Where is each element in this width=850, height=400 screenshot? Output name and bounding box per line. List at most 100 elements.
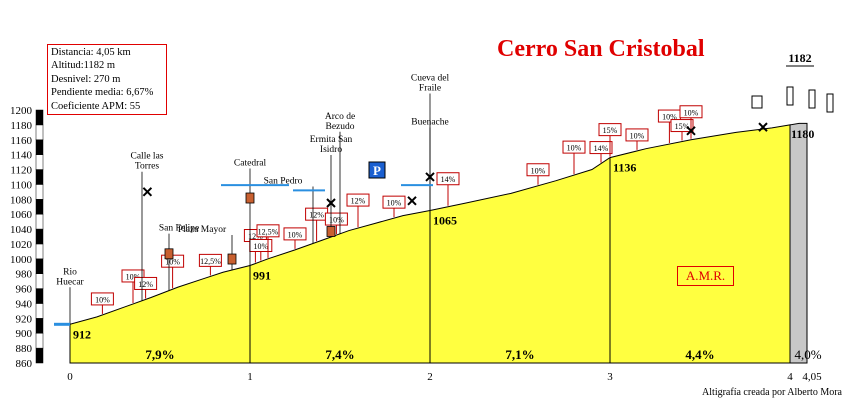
segment-slope-label: 7,1% [505,347,534,362]
y-tick-label: 1180 [10,120,32,132]
y-tick-label: 1000 [10,254,33,266]
stat-elevation-gain: Desnivel: 270 m [51,73,121,85]
x-tick-label: 1 [247,371,253,383]
altitude-label: 1065 [433,213,457,227]
altitude-label: 991 [253,269,271,283]
slope-badge-label: 12% [138,280,153,289]
landmark-label: Buenache [411,117,448,127]
y-ruler-segment [35,154,44,170]
y-tick-label: 960 [16,284,33,296]
slope-badge [625,128,649,142]
y-tick-label: 1040 [10,224,33,236]
slope-badge-label: 14% [594,144,609,153]
x-tick-label: 4,05 [802,371,822,383]
y-ruler-segment [35,169,44,185]
summit-area [789,122,808,364]
slope-badge-label: 15% [675,122,690,131]
slope-badge [382,195,406,209]
slope-badge-label: 10% [95,295,110,304]
y-tick-label: 980 [16,269,33,281]
antenna-icon [808,89,816,109]
landmark-label: Ermita San [310,135,353,145]
segment-slope-label: 7,4% [325,347,354,362]
antenna-icon [786,86,794,106]
y-tick-label: 1160 [10,135,32,147]
slope-badge-label: 10% [165,258,180,267]
stat-distance: Distancia: 4,05 km [51,47,131,58]
credit-text: Altigrafía creada por Alberto Mora [702,387,842,398]
slope-badge [283,227,307,241]
landmark-label: San Pedro [264,176,303,186]
slope-badge-label: 12% [309,211,324,220]
x-tick-label: 0 [67,371,73,383]
church-icon [164,248,174,260]
y-ruler-segment [35,139,44,155]
segment-slope-label: 4,4% [685,347,714,362]
landmark-label: Fraile [419,83,441,93]
landmark-label: Huecar [56,277,84,287]
y-ruler-segment [35,199,44,215]
stat-apm-coefficient: Coeficiente APM: 55 [51,100,141,112]
segment-slope-label: 4,0% [794,347,821,362]
y-ruler-segment [35,228,44,245]
altitude-label: 912 [73,327,91,341]
altitude-label: 1180 [791,127,814,141]
route-stats-box: Distancia: 4,05 km Altitud:1182 m Desniv… [47,44,167,115]
church-icon [245,192,255,204]
amr-label: A.M.R. [677,266,734,286]
slope-badge [134,276,158,290]
slope-badge-label: 10% [630,131,645,140]
landmark-label: Plaza Mayor [178,225,227,235]
slope-badge-label: 10% [387,199,402,208]
parking-icon [368,161,386,179]
landmark-label: San Felipe [159,224,199,234]
y-ruler-segment [35,318,44,334]
church-icon [227,253,237,265]
slope-badge-label: 12,5% [200,257,221,266]
parking-icon-letter: P [373,163,381,178]
y-tick-label: 1200 [10,105,33,117]
crossing-icon [425,172,435,182]
y-ruler-segment [35,184,44,200]
y-tick-label: 940 [16,298,33,310]
slope-badge-label: 12% [248,232,263,241]
landmark-label: Cueva del [411,73,450,83]
slope-badge-label: 10% [684,108,699,117]
landmark-label: Bezudo [325,122,354,132]
y-tick-label: 1120 [10,165,32,177]
y-tick-label: 1020 [10,239,33,251]
landmark-label: Catedral [234,159,267,169]
y-ruler-segment [35,258,44,274]
y-tick-label: 1060 [10,209,33,221]
slope-badge [436,172,460,186]
y-ruler-segment [35,124,44,141]
slope-badge [598,123,622,137]
y-tick-label: 900 [16,328,33,340]
landmark-label: Torres [135,162,159,172]
crossing-icon [686,126,696,136]
slope-badge-label: 12,5% [258,227,279,236]
stat-altitude: Altitud:1182 m [51,60,116,72]
landmark-label: Calle las [131,152,164,162]
x-tick-label: 3 [607,371,613,383]
slope-badge [198,253,222,267]
y-tick-label: 860 [16,358,33,370]
landmark-label: Arco de [325,112,355,122]
slope-badge-label: 10% [662,113,677,122]
segment-slope-label: 7,9% [145,347,174,362]
crossing-icon [407,196,417,206]
slope-badge [589,141,613,155]
antenna-icon [751,95,763,109]
y-tick-label: 1080 [10,194,33,206]
y-ruler-segment [35,213,44,230]
slope-badge [256,224,280,238]
slope-badge [562,140,586,154]
x-tick-label: 2 [427,371,433,383]
y-ruler-segment [35,347,44,364]
slope-badge-label: 10% [531,166,546,175]
chart-title: Cerro San Cristobal [497,36,705,62]
y-tick-label: 1100 [10,179,32,191]
slope-badge [90,292,114,306]
altitude-label: 1182 [788,51,811,65]
